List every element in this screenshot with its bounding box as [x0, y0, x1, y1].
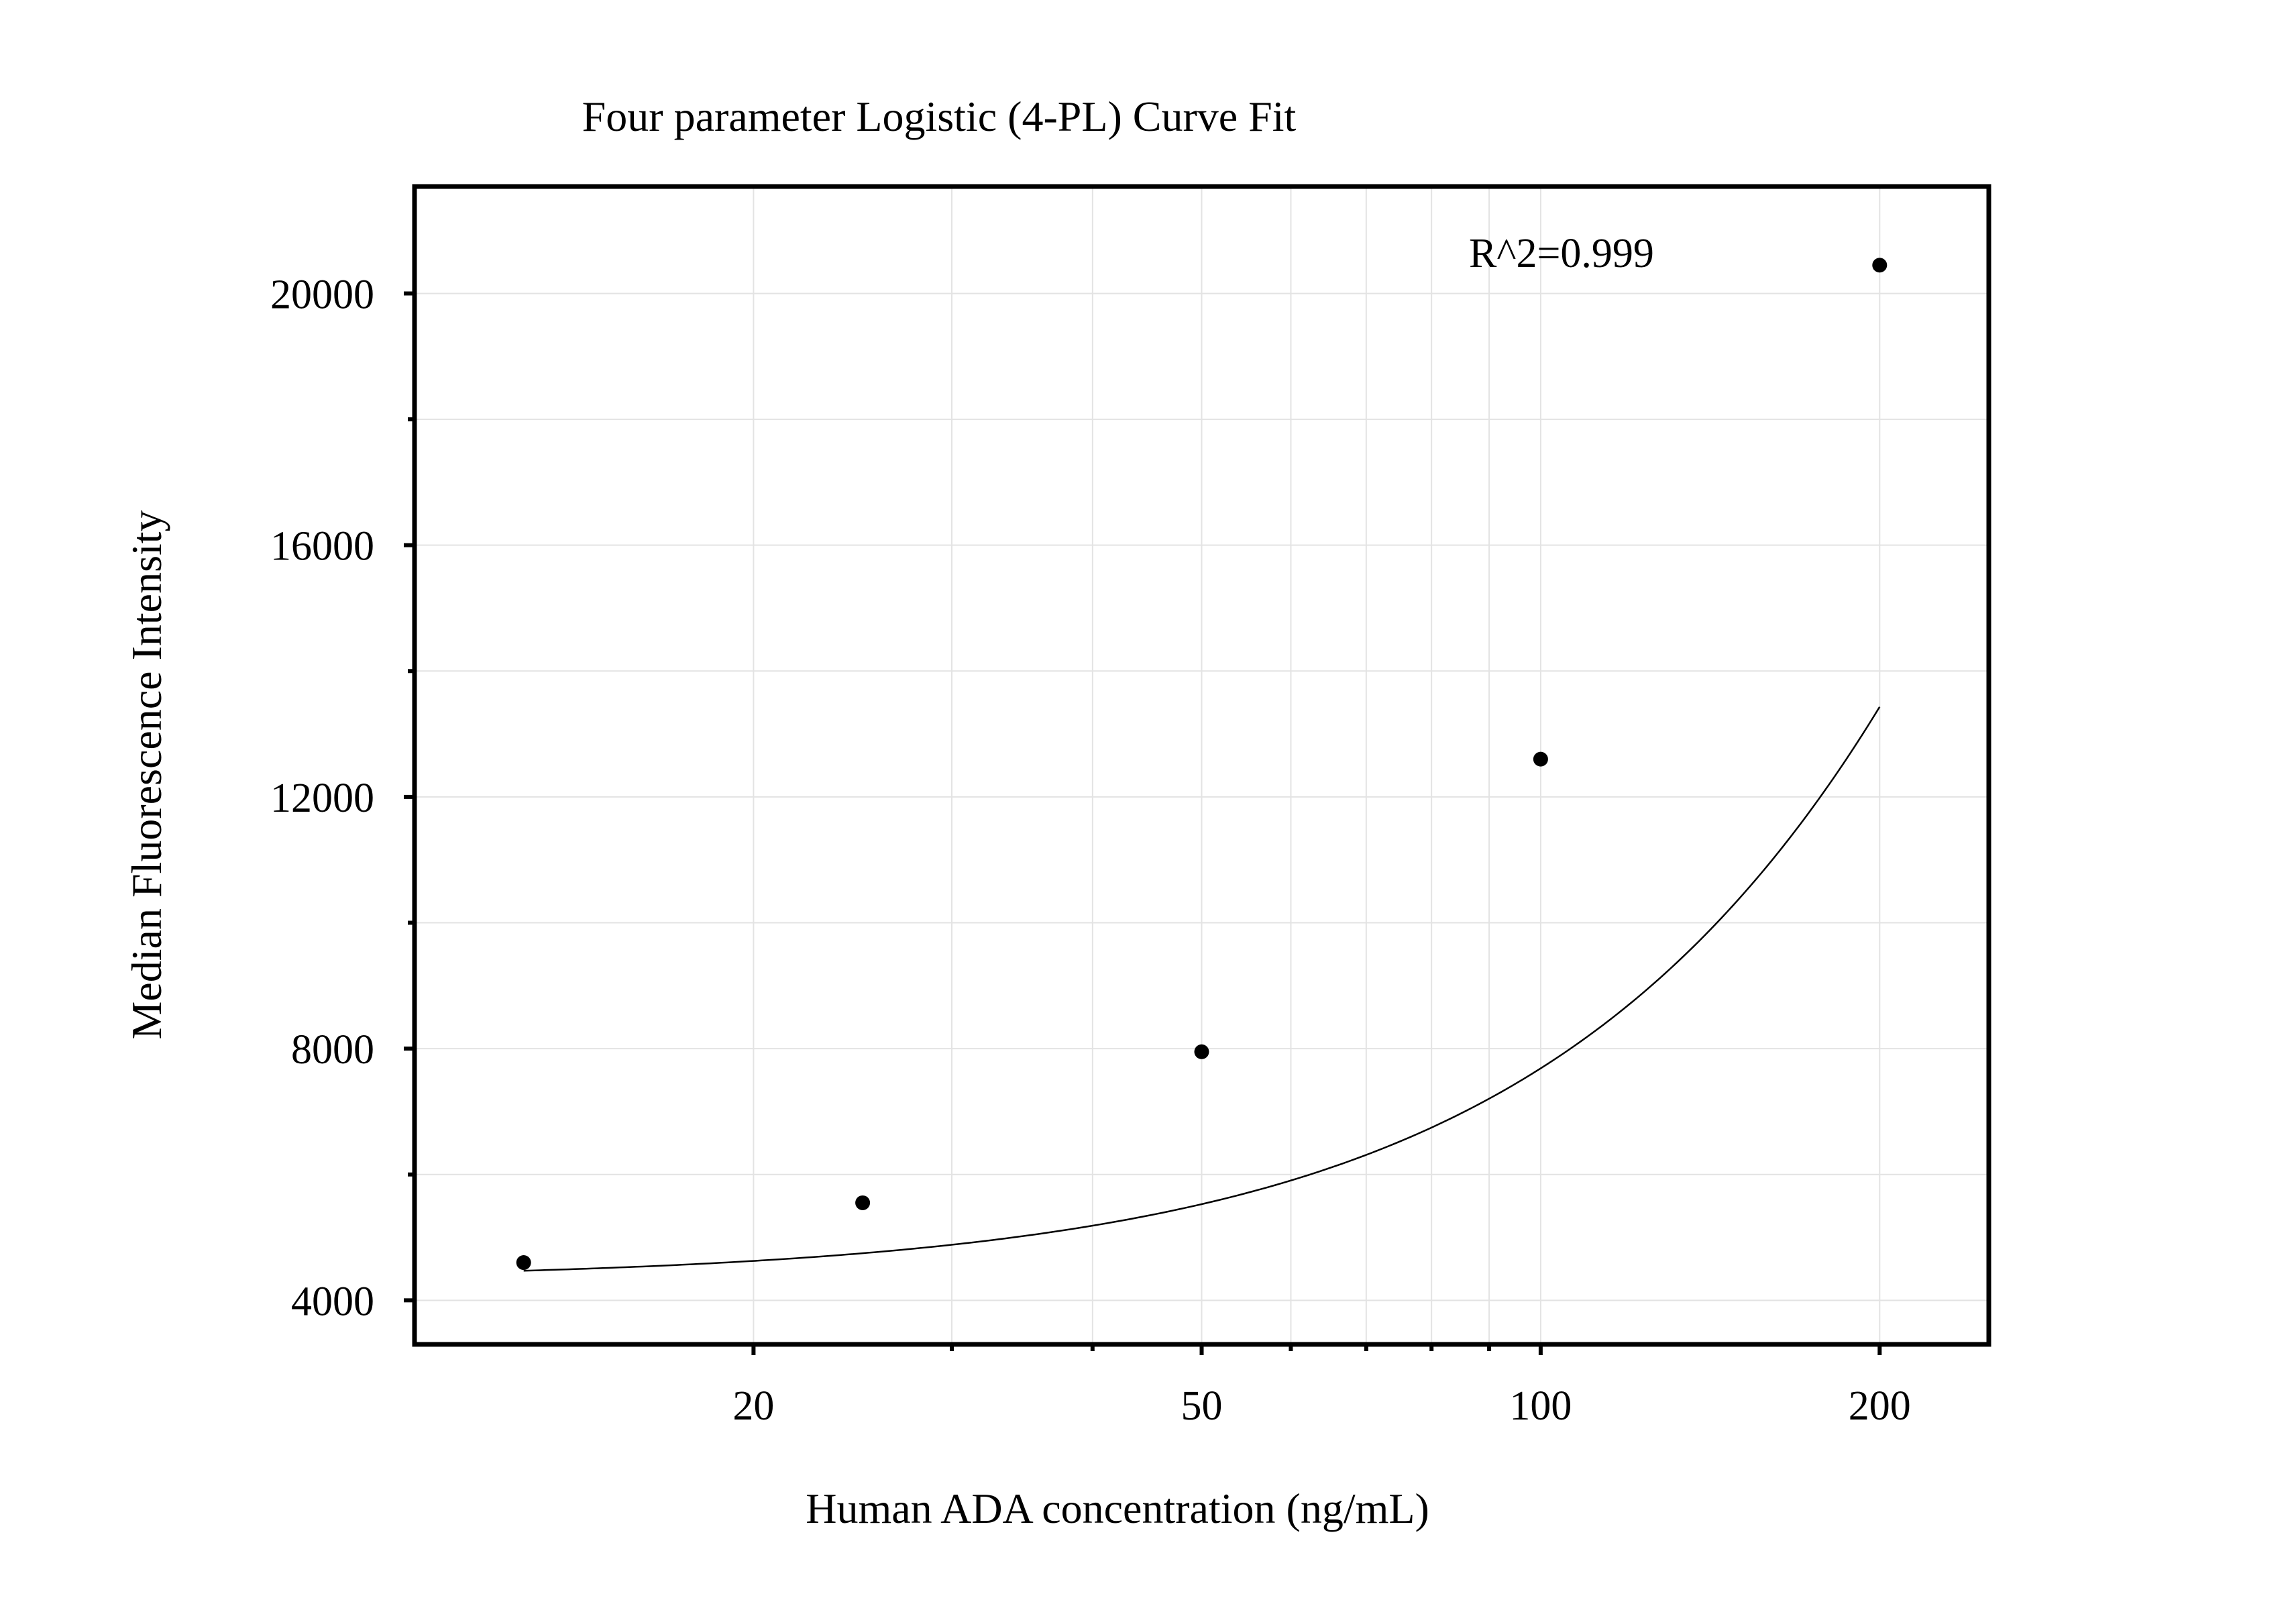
x-tick-label: 50 [1181, 1383, 1223, 1429]
y-tick-label: 4000 [291, 1279, 374, 1324]
x-tick-label: 100 [1509, 1383, 1572, 1429]
fit-curve [523, 706, 1881, 1272]
data-point [1533, 751, 1548, 767]
data-point [1194, 1044, 1209, 1059]
fit-curve-layer [523, 706, 1881, 1272]
y-tick-label: 20000 [270, 272, 374, 317]
x-axis: 20 50 100 200 [732, 1344, 1911, 1429]
x-axis-label: Human ADA concentration (ng/mL) [806, 1485, 1429, 1532]
data-points [516, 258, 1888, 1271]
data-point [1872, 258, 1888, 273]
y-tick-label: 8000 [291, 1027, 374, 1073]
x-tick-label: 200 [1849, 1383, 1911, 1429]
data-point [855, 1195, 871, 1210]
x-tick-label: 20 [732, 1383, 774, 1429]
grid [415, 186, 1989, 1344]
chart-title: Four parameter Logistic (4-PL) Curve Fit [582, 93, 1297, 140]
r-squared-annotation: R^2=0.999 [1469, 231, 1654, 276]
y-axis: 4000 8000 12000 16000 20000 [270, 272, 415, 1324]
y-tick-label: 12000 [270, 776, 374, 821]
data-point [516, 1255, 531, 1271]
y-axis-label: Median Fluorescence Intensity [123, 510, 170, 1039]
y-tick-label: 16000 [270, 524, 374, 570]
